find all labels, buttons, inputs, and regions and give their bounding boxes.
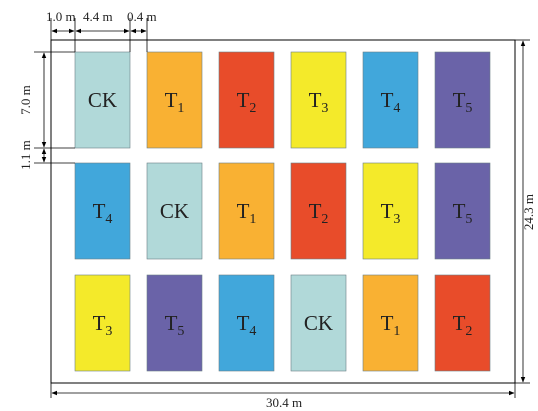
plot-rect <box>362 51 419 149</box>
plot-t2: T2 <box>218 51 275 149</box>
plot-label: CK <box>160 199 189 223</box>
plot-rect <box>74 162 131 260</box>
plot-ck: CK <box>146 162 203 260</box>
plot-rect <box>146 162 203 260</box>
plot-rect <box>74 51 131 149</box>
plot-rect <box>290 51 347 149</box>
plot-rect <box>74 274 131 372</box>
plot-t1: T1 <box>218 162 275 260</box>
plot-label-subscript: 1 <box>393 324 400 339</box>
plot-t5: T5 <box>434 162 491 260</box>
field-height-label: 24.3 m <box>521 194 536 230</box>
plot-rect <box>290 162 347 260</box>
plot-t5: T5 <box>146 274 203 372</box>
plot-ck: CK <box>74 51 131 149</box>
plot-spacing-label: 0.4 m <box>127 9 157 24</box>
plot-rect <box>146 51 203 149</box>
plot-t2: T2 <box>434 274 491 372</box>
plot-label-subscript: 4 <box>105 212 112 227</box>
plot-t3: T3 <box>290 51 347 149</box>
plot-t3: T3 <box>74 274 131 372</box>
plot-label-subscript: 2 <box>321 212 328 227</box>
plot-rect <box>218 51 275 149</box>
plot-label-subscript: 1 <box>177 101 184 116</box>
plot-rect <box>218 274 275 372</box>
field-width-label: 30.4 m <box>266 395 302 410</box>
plot-t1: T1 <box>146 51 203 149</box>
bottom-dimension: 30.4 m <box>50 383 516 410</box>
plot-width-label: 4.4 m <box>83 9 113 24</box>
plot-label-subscript: 4 <box>249 324 256 339</box>
top-dimensions: 1.0 m 4.4 m 0.4 m <box>46 9 157 52</box>
left-dimensions: 7.0 m 1.1 m <box>18 51 75 170</box>
plot-t3: T3 <box>362 162 419 260</box>
plot-t4: T4 <box>74 162 131 260</box>
plot-length-label: 7.0 m <box>18 85 33 115</box>
plot-t5: T5 <box>434 51 491 149</box>
plot-label-subscript: 2 <box>249 101 256 116</box>
plot-rect <box>362 274 419 372</box>
plot-rect <box>218 162 275 260</box>
plot-rect <box>434 162 491 260</box>
plot-label-subscript: 5 <box>465 212 472 227</box>
plot-t4: T4 <box>362 51 419 149</box>
plot-label: CK <box>304 311 333 335</box>
plot-ck: CK <box>290 274 347 372</box>
plot-rect <box>146 274 203 372</box>
plot-rect <box>434 274 491 372</box>
plot-label-subscript: 5 <box>177 324 184 339</box>
plot-t4: T4 <box>218 274 275 372</box>
plot-label-subscript: 3 <box>393 212 400 227</box>
plot-label-subscript: 1 <box>249 212 256 227</box>
plot-rect <box>434 51 491 149</box>
plot-label-subscript: 3 <box>321 101 328 116</box>
edge-margin-label: 1.0 m <box>46 9 76 24</box>
plot-label-subscript: 5 <box>465 101 472 116</box>
plot-label: CK <box>88 88 117 112</box>
plot-rect <box>290 274 347 372</box>
row-spacing-label: 1.1 m <box>18 140 33 170</box>
plot-t2: T2 <box>290 162 347 260</box>
plot-rect <box>362 162 419 260</box>
plot-label-subscript: 4 <box>393 101 400 116</box>
plot-label-subscript: 3 <box>105 324 112 339</box>
plot-label-subscript: 2 <box>465 324 472 339</box>
right-dimension: 24.3 m <box>515 39 536 384</box>
plot-t1: T1 <box>362 274 419 372</box>
field-boundary <box>50 39 516 384</box>
